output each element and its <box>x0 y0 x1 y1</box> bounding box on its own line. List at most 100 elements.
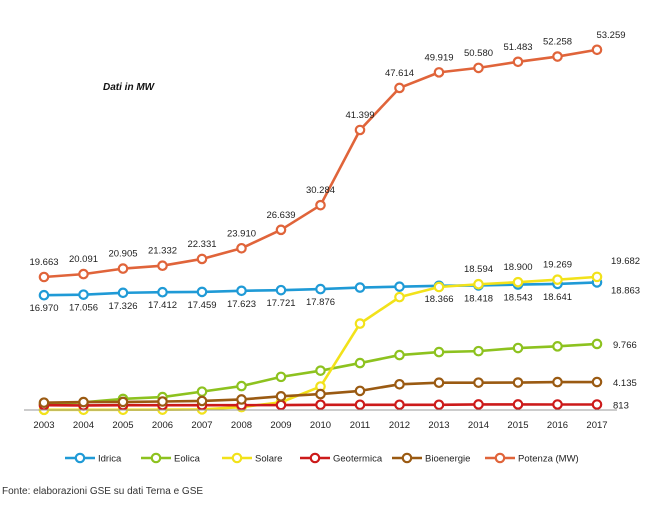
data-point <box>354 385 366 397</box>
data-label: 20.091 <box>69 254 98 265</box>
legend-item: Eolica <box>141 452 201 465</box>
data-point <box>552 341 563 352</box>
data-point <box>394 378 405 390</box>
data-point <box>38 289 50 301</box>
data-point <box>78 396 89 408</box>
data-point <box>591 399 603 410</box>
data-label: 19.682 <box>611 256 640 267</box>
data-point <box>473 377 484 388</box>
legend-marker <box>494 452 506 464</box>
data-point <box>512 276 524 288</box>
legend-label: Idrica <box>98 454 122 465</box>
data-point <box>354 357 366 369</box>
data-point <box>315 365 326 376</box>
data-point <box>275 284 287 296</box>
x-tick-label: 2013 <box>428 420 449 431</box>
data-point <box>315 283 326 295</box>
data-point <box>512 377 524 388</box>
data-label: 17.056 <box>69 303 98 314</box>
series-bioenergie <box>38 376 603 408</box>
x-tick-label: 2017 <box>586 420 607 431</box>
data-point <box>275 224 287 236</box>
x-tick-label: 2005 <box>112 420 133 431</box>
data-point <box>433 67 445 78</box>
data-point <box>196 395 208 407</box>
legend-marker <box>150 452 162 464</box>
data-point <box>433 399 445 411</box>
data-point <box>512 342 524 354</box>
legend-item: Bioenergie <box>392 452 470 465</box>
x-tick-label: 2009 <box>270 420 291 431</box>
data-label: 53.259 <box>596 30 625 41</box>
data-label: 47.614 <box>385 68 414 79</box>
data-label: 16.970 <box>29 303 58 314</box>
data-point <box>394 291 405 303</box>
legend-item: Solare <box>222 452 282 465</box>
data-point <box>394 349 405 361</box>
data-label: 41.399 <box>345 110 374 121</box>
data-label: 50.580 <box>464 48 493 59</box>
data-point <box>275 371 287 383</box>
data-label: 20.905 <box>108 249 137 260</box>
legend-marker <box>401 452 413 464</box>
data-point <box>354 399 366 411</box>
data-point <box>552 399 563 410</box>
data-point <box>275 399 287 411</box>
data-point <box>38 271 50 283</box>
legend-label: Solare <box>255 454 282 465</box>
legend-label: Bioenergie <box>425 454 470 465</box>
data-label: 52.258 <box>543 37 572 48</box>
data-label: 30.284 <box>306 185 335 196</box>
data-label: 17.623 <box>227 299 256 310</box>
data-point <box>117 287 129 299</box>
data-label: 17.459 <box>187 300 216 311</box>
data-label: 17.326 <box>108 301 137 312</box>
data-point <box>236 394 247 405</box>
legend: Idrica Eolica Solare Geotermica Bioenergie Po… <box>65 452 579 465</box>
x-tick-label: 2004 <box>73 420 94 431</box>
legend-marker <box>231 452 243 464</box>
data-point <box>591 376 603 388</box>
data-point <box>394 281 405 292</box>
source-note: Fonte: elaborazioni GSE su dati Terna e … <box>2 486 204 497</box>
data-point <box>512 399 524 410</box>
data-point <box>315 399 326 411</box>
data-point <box>38 397 50 408</box>
data-point <box>157 286 168 298</box>
data-point <box>157 260 168 272</box>
data-point <box>433 377 445 389</box>
data-label: 19.269 <box>543 260 572 271</box>
legend-item: Potenza (MW) <box>485 452 579 465</box>
data-label: 19.663 <box>29 257 58 268</box>
data-point <box>315 388 326 400</box>
data-point <box>473 278 484 290</box>
data-point <box>236 242 247 254</box>
data-point <box>196 286 208 298</box>
data-label: 23.910 <box>227 228 256 239</box>
data-point <box>196 253 208 265</box>
data-point <box>394 399 405 411</box>
x-tick-label: 2010 <box>310 420 331 431</box>
data-point <box>591 338 603 350</box>
legend-label: Eolica <box>174 454 201 465</box>
data-point <box>236 380 247 392</box>
data-label: 18.900 <box>503 262 532 273</box>
x-tick-label: 2016 <box>547 420 568 431</box>
x-tick-label: 2006 <box>152 420 173 431</box>
data-point <box>473 62 484 74</box>
data-label: 4.135 <box>613 378 637 389</box>
x-tick-label: 2003 <box>33 420 54 431</box>
x-tick-label: 2015 <box>507 420 528 431</box>
data-point <box>552 51 563 62</box>
data-label: 813 <box>613 401 629 412</box>
data-point <box>354 318 366 329</box>
data-point <box>354 124 366 136</box>
data-label: 18.863 <box>611 285 640 296</box>
data-label: 17.876 <box>306 297 335 308</box>
series-layer <box>38 44 603 416</box>
legend-marker <box>309 452 321 464</box>
data-point <box>78 289 89 300</box>
data-label: 18.641 <box>543 292 572 303</box>
data-point <box>473 345 484 357</box>
legend-item: Idrica <box>65 452 122 465</box>
